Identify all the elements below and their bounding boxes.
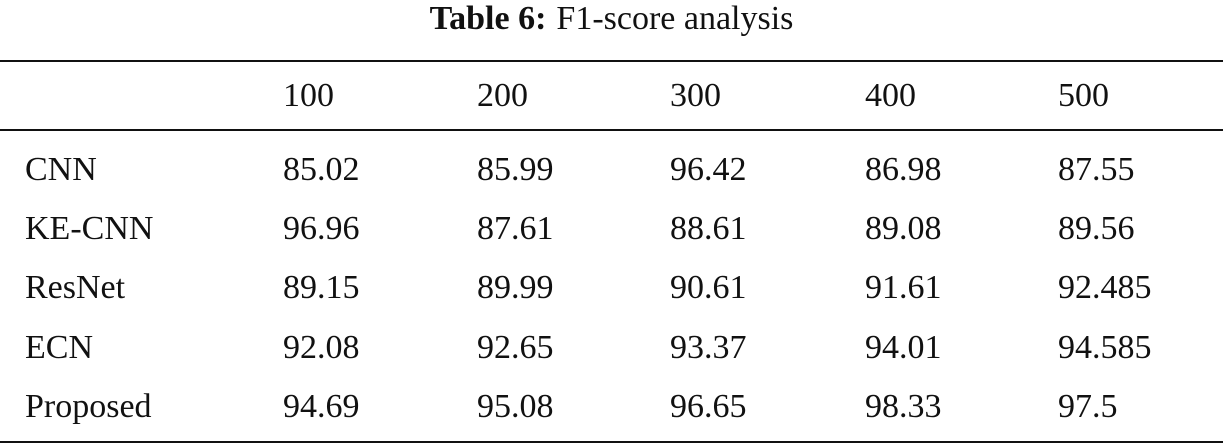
top-rule bbox=[0, 60, 1223, 62]
cell: 85.99 bbox=[477, 151, 554, 188]
cell: 97.5 bbox=[1058, 388, 1118, 425]
cell: 88.61 bbox=[670, 210, 747, 247]
column-header: 400 bbox=[865, 77, 916, 114]
caption-label: Table 6: bbox=[429, 0, 547, 37]
cell: 86.98 bbox=[865, 151, 942, 188]
cell: 96.96 bbox=[283, 210, 360, 247]
cell: 94.585 bbox=[1058, 329, 1152, 366]
column-header: 100 bbox=[283, 77, 334, 114]
cell: 96.42 bbox=[670, 151, 747, 188]
cell: 91.61 bbox=[865, 269, 942, 306]
cell: 92.65 bbox=[477, 329, 554, 366]
mid-rule bbox=[0, 129, 1223, 131]
column-header: 300 bbox=[670, 77, 721, 114]
cell: 89.56 bbox=[1058, 210, 1135, 247]
row-label: KE-CNN bbox=[25, 210, 154, 247]
caption-text: F1-score analysis bbox=[556, 0, 794, 37]
cell: 90.61 bbox=[670, 269, 747, 306]
cell: 87.55 bbox=[1058, 151, 1135, 188]
column-header: 500 bbox=[1058, 77, 1109, 114]
bottom-rule bbox=[0, 441, 1223, 443]
cell: 89.08 bbox=[865, 210, 942, 247]
cell: 95.08 bbox=[477, 388, 554, 425]
cell: 89.99 bbox=[477, 269, 554, 306]
row-label: ResNet bbox=[25, 269, 126, 306]
cell: 92.485 bbox=[1058, 269, 1152, 306]
column-header: 200 bbox=[477, 77, 528, 114]
cell: 96.65 bbox=[670, 388, 747, 425]
cell: 98.33 bbox=[865, 388, 942, 425]
table-caption: Table 6: F1-score analysis bbox=[0, 0, 1223, 38]
row-label: CNN bbox=[25, 151, 97, 188]
cell: 89.15 bbox=[283, 269, 360, 306]
row-label: Proposed bbox=[25, 388, 152, 425]
row-label: ECN bbox=[25, 329, 93, 366]
cell: 94.01 bbox=[865, 329, 942, 366]
cell: 93.37 bbox=[670, 329, 747, 366]
cell: 85.02 bbox=[283, 151, 360, 188]
cell: 87.61 bbox=[477, 210, 554, 247]
cell: 94.69 bbox=[283, 388, 360, 425]
cell: 92.08 bbox=[283, 329, 360, 366]
